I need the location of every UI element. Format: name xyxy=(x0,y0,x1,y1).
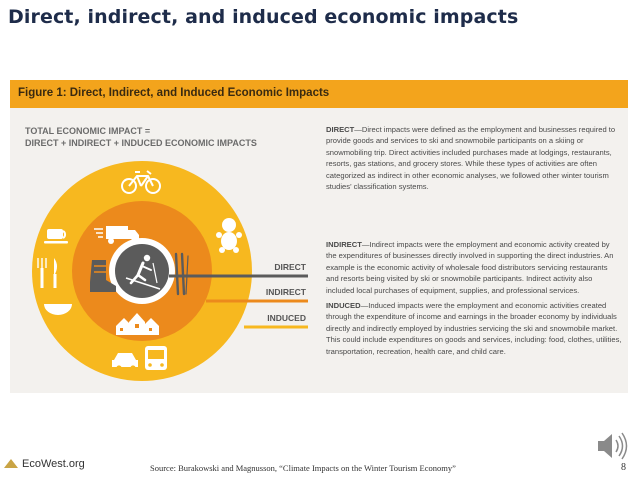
indirect-text: —Indirect impacts were the employment an… xyxy=(326,240,614,295)
bus-icon xyxy=(145,346,167,370)
skis-icon xyxy=(174,252,189,296)
bicycle-icon xyxy=(121,170,161,194)
slide-title: Direct, indirect, and induced economic i… xyxy=(8,6,519,28)
speaker-icon[interactable] xyxy=(594,428,630,464)
bowl-icon xyxy=(44,304,72,315)
skier-icon xyxy=(125,254,161,290)
coffee-cup-icon xyxy=(44,229,68,244)
figure-panel: Figure 1: Direct, Indirect, and Induced … xyxy=(10,80,628,393)
direct-definition: DIRECT—Direct impacts were defined as th… xyxy=(326,124,622,192)
indirect-term: INDIRECT xyxy=(326,240,362,249)
page-number: 8 xyxy=(621,462,626,473)
direct-text: —Direct impacts were defined as the empl… xyxy=(326,125,616,192)
ecowest-logo[interactable]: EcoWest.org xyxy=(4,458,85,470)
mountain-icon xyxy=(4,459,18,468)
total-impact-formula: TOTAL ECONOMIC IMPACT = DIRECT + INDIREC… xyxy=(25,125,257,149)
impact-rings-diagram: DIRECT INDIRECT INDUCED xyxy=(32,161,308,381)
car-icon xyxy=(112,353,138,371)
fork-knife-icon xyxy=(37,258,57,288)
indirect-label: INDIRECT xyxy=(266,287,307,297)
induced-text: —Induced impacts were the employment and… xyxy=(326,301,622,356)
baby-icon xyxy=(216,218,242,253)
total-impact-line2: DIRECT + INDIRECT + INDUCED ECONOMIC IMP… xyxy=(25,138,257,148)
direct-term: DIRECT xyxy=(326,125,355,134)
figure-header: Figure 1: Direct, Indirect, and Induced … xyxy=(10,80,628,108)
delivery-truck-icon xyxy=(94,226,139,244)
source-citation: Source: Burakowski and Magnusson, “Clima… xyxy=(150,463,456,473)
induced-term: INDUCED xyxy=(326,301,361,310)
induced-label: INDUCED xyxy=(267,313,306,323)
center-circle xyxy=(115,244,169,298)
ski-boot-icon xyxy=(90,260,116,292)
total-impact-line1: TOTAL ECONOMIC IMPACT = xyxy=(25,126,151,136)
logo-text: EcoWest.org xyxy=(22,458,85,470)
induced-definition: INDUCED—Induced impacts were the employm… xyxy=(326,300,622,357)
houses-icon xyxy=(116,313,159,335)
indirect-definition: INDIRECT—Indirect impacts were the emplo… xyxy=(326,239,622,296)
figure-heading: Figure 1: Direct, Indirect, and Induced … xyxy=(18,87,330,99)
direct-label: DIRECT xyxy=(274,262,306,272)
